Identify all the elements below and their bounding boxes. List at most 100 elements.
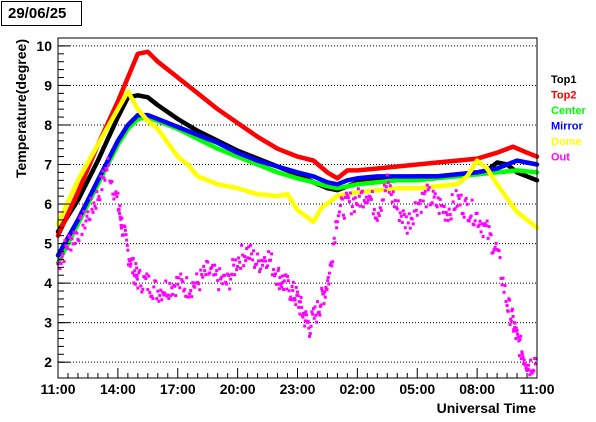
out-point — [273, 274, 277, 278]
out-point — [520, 352, 524, 356]
out-point — [111, 192, 115, 196]
out-point — [184, 294, 188, 298]
out-point — [133, 273, 137, 277]
out-point — [317, 310, 321, 314]
out-point — [366, 198, 370, 202]
out-point — [376, 211, 380, 215]
out-point — [178, 286, 182, 290]
out-point — [501, 276, 505, 280]
out-point — [412, 209, 416, 213]
out-point — [388, 184, 392, 188]
out-point — [145, 272, 149, 276]
out-point — [285, 287, 289, 291]
out-point — [519, 357, 523, 361]
y-tick-label: 3 — [44, 315, 52, 331]
out-point — [157, 299, 161, 303]
out-point — [513, 326, 517, 330]
out-point — [286, 279, 290, 283]
out-point — [458, 203, 462, 207]
out-point — [195, 272, 199, 276]
out-point — [169, 294, 173, 298]
out-point — [323, 290, 327, 294]
out-point — [164, 279, 168, 283]
out-point — [214, 272, 218, 276]
out-point — [431, 189, 435, 193]
out-point — [206, 260, 210, 264]
out-point — [357, 194, 361, 198]
out-point — [262, 259, 266, 263]
out-point — [83, 226, 87, 230]
out-point — [365, 201, 369, 205]
out-point — [462, 215, 466, 219]
out-point — [227, 273, 231, 277]
series-line — [55, 112, 540, 258]
out-point — [337, 210, 341, 214]
out-point — [414, 208, 418, 212]
out-point — [377, 214, 381, 218]
out-point — [88, 218, 92, 222]
out-point — [156, 289, 160, 293]
out-point — [513, 321, 517, 325]
out-point — [166, 293, 170, 297]
out-point — [287, 289, 291, 293]
out-point — [384, 185, 388, 189]
out-point — [464, 196, 468, 200]
out-point — [118, 215, 122, 219]
out-point — [201, 275, 205, 279]
out-point — [349, 212, 353, 216]
out-point — [228, 287, 232, 291]
out-point — [352, 210, 356, 214]
out-point — [115, 195, 119, 199]
out-point — [298, 300, 302, 304]
out-point — [293, 296, 297, 300]
out-point — [372, 208, 376, 212]
out-point — [131, 256, 135, 260]
out-point — [298, 312, 302, 316]
out-point — [210, 266, 214, 270]
out-point — [277, 287, 281, 291]
out-point — [94, 206, 98, 210]
legend-entry-center: Center — [551, 105, 587, 117]
out-point — [116, 191, 120, 195]
out-point — [193, 285, 197, 289]
out-point — [188, 292, 192, 296]
out-point — [302, 312, 306, 316]
out-point — [510, 307, 514, 311]
out-point — [481, 235, 485, 239]
out-point — [532, 369, 536, 373]
out-point — [435, 205, 439, 209]
out-point — [392, 205, 396, 209]
out-point — [280, 285, 284, 289]
out-point — [133, 282, 137, 286]
out-point — [154, 279, 158, 283]
out-point — [368, 195, 372, 199]
out-point — [261, 263, 265, 267]
out-point — [138, 269, 142, 273]
out-point — [119, 226, 123, 230]
out-point — [402, 212, 406, 216]
out-point — [421, 199, 425, 203]
out-point — [218, 267, 222, 271]
out-point — [318, 313, 322, 317]
out-point — [126, 248, 130, 252]
out-point — [361, 205, 365, 209]
out-point — [290, 285, 294, 289]
out-point — [112, 197, 116, 201]
out-point — [529, 369, 533, 373]
out-point — [61, 251, 65, 255]
out-point — [504, 300, 508, 304]
y-axis-label: Temperature(degree) — [13, 39, 29, 178]
out-point — [519, 334, 523, 338]
out-point — [279, 282, 283, 286]
out-point — [151, 296, 155, 300]
out-point — [204, 273, 208, 277]
out-point — [518, 338, 522, 342]
out-point — [62, 259, 66, 263]
out-point — [338, 204, 342, 208]
out-point — [441, 210, 445, 214]
out-point — [64, 243, 68, 247]
out-point — [263, 256, 267, 260]
out-point — [415, 213, 419, 217]
out-point — [331, 260, 335, 264]
out-point — [425, 183, 429, 187]
